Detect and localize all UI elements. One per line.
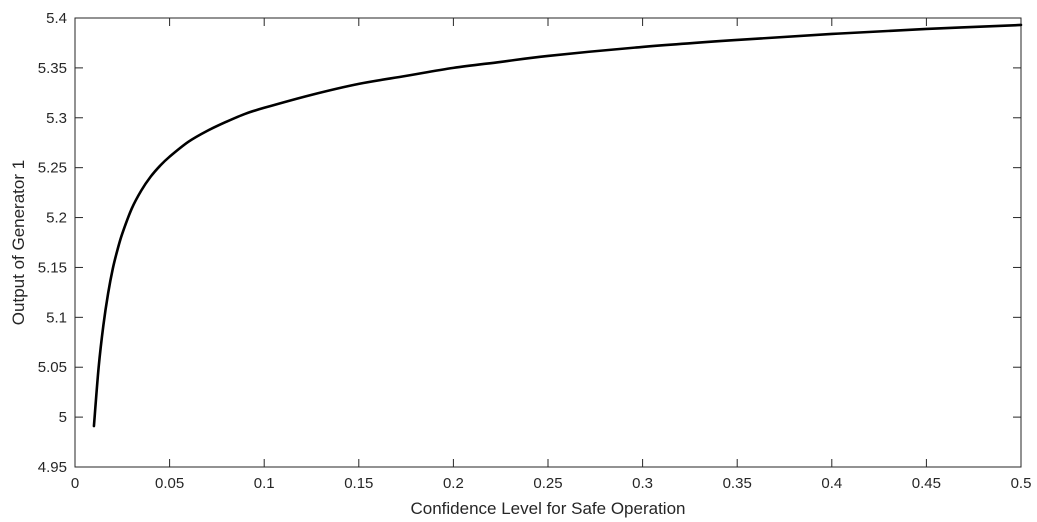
x-tick-label: 0.45: [912, 475, 941, 492]
x-tick-label: 0.05: [155, 475, 184, 492]
y-tick-label: 5.15: [38, 259, 67, 276]
y-tick-label: 5.4: [46, 10, 67, 27]
y-tick-label: 5.2: [46, 210, 67, 227]
y-tick-label: 5: [59, 409, 67, 426]
y-tick-label: 5.05: [38, 359, 67, 376]
series-line: [92, 23, 1023, 428]
y-axis-title: Output of Generator 1: [9, 160, 28, 325]
x-tick-label: 0.4: [821, 475, 842, 492]
x-tick-label: 0: [71, 475, 79, 492]
x-tick-label: 0.5: [1011, 475, 1032, 492]
y-axis-ticks: 4.95 5 5.05 5.1 5.15 5.2 5.25 5.3 5.35 5.4: [38, 10, 1021, 476]
y-tick-label: 5.3: [46, 110, 67, 127]
y-tick-label: 5.35: [38, 60, 67, 77]
plot-box: [74, 17, 1022, 468]
x-tick-label: 0.3: [632, 475, 653, 492]
x-tick-label: 0.1: [254, 475, 275, 492]
x-tick-label: 0.2: [443, 475, 464, 492]
x-tick-label: 0.25: [533, 475, 562, 492]
y-tick-label: 4.95: [38, 459, 67, 476]
plot-frame: [74, 17, 1022, 468]
x-tick-label: 0.35: [723, 475, 752, 492]
x-axis-title: Confidence Level for Safe Operation: [410, 499, 685, 518]
x-axis-ticks: 0 0.05 0.1 0.15 0.2 0.25 0.3 0.35 0.4 0.45 0.5: [71, 18, 1032, 492]
y-tick-label: 5.25: [38, 160, 67, 177]
x-tick-label: 0.15: [344, 475, 373, 492]
y-tick-label: 5.1: [46, 309, 67, 326]
